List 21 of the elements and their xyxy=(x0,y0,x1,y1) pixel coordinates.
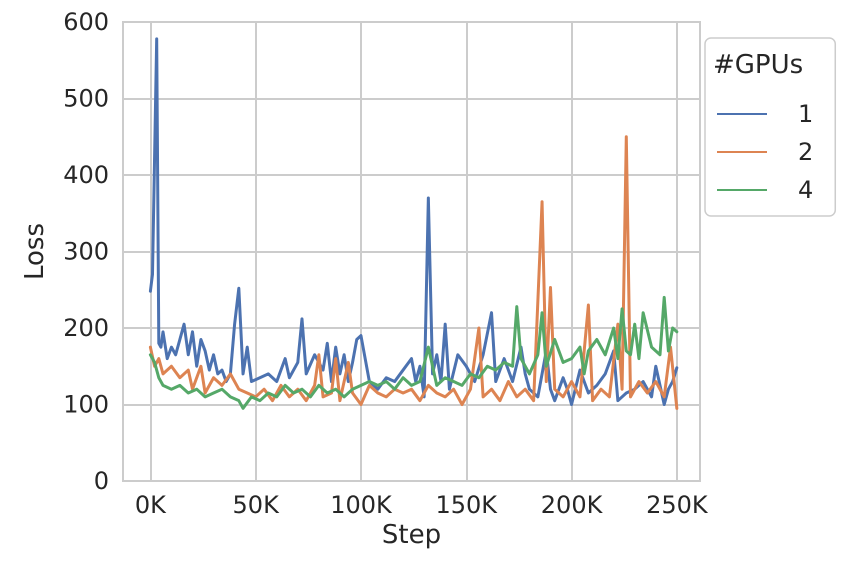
x-tick-label: 0K xyxy=(134,491,168,519)
y-tick-label: 200 xyxy=(63,314,109,342)
y-axis-title: Loss xyxy=(20,222,50,280)
legend-label: 4 xyxy=(798,176,814,204)
x-tick-label: 200K xyxy=(540,491,604,519)
y-tick-label: 500 xyxy=(63,84,109,112)
legend-title: #GPUs xyxy=(713,50,804,80)
legend-label: 2 xyxy=(798,138,814,166)
line-series xyxy=(148,135,678,410)
y-tick-label: 400 xyxy=(63,161,109,189)
x-tick-label: 250K xyxy=(646,491,709,519)
y-tick-label: 600 xyxy=(63,8,109,36)
legend-label: 1 xyxy=(798,100,814,128)
y-tick-label: 0 xyxy=(94,467,109,495)
y-tick-label: 100 xyxy=(63,390,109,418)
x-tick-label: 50K xyxy=(232,491,280,519)
line-series xyxy=(148,296,678,410)
y-tick-label: 300 xyxy=(63,238,109,266)
x-axis-title: Step xyxy=(382,520,442,550)
x-tick-label: 100K xyxy=(330,491,393,519)
x-tick-label: 150K xyxy=(435,491,498,519)
